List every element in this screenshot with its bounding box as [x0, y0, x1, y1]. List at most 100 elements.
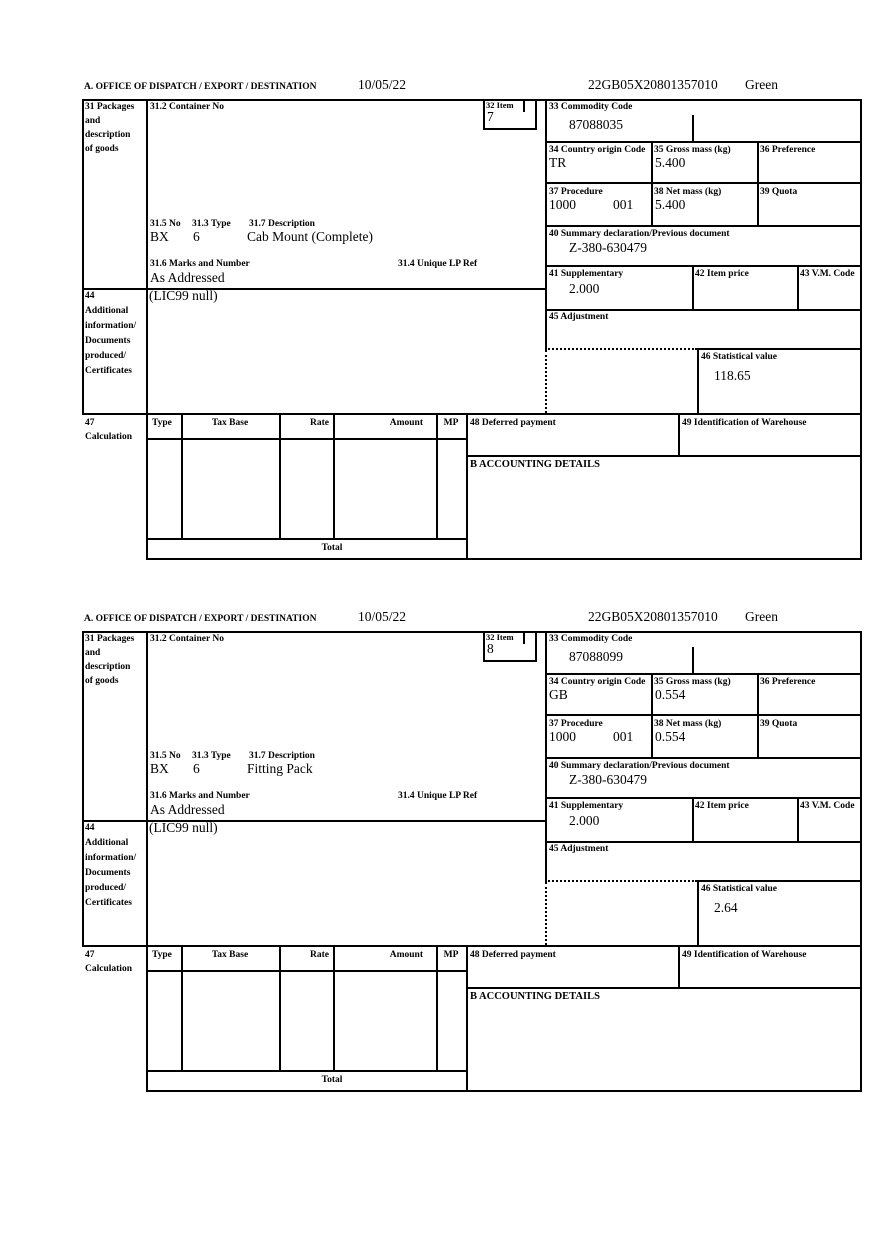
adjustment-label: 45 Adjustment	[549, 312, 609, 322]
divider	[82, 945, 862, 947]
box31-label: description	[85, 662, 131, 672]
column-header-type: Type	[152, 418, 172, 428]
date-value: 10/05/22	[358, 77, 407, 92]
divider	[692, 797, 694, 843]
box47-label: Calculation	[85, 432, 132, 442]
divider	[146, 1070, 468, 1072]
divider	[545, 757, 862, 759]
net-mass-label: 38 Net mass (kg)	[654, 719, 722, 729]
divider	[545, 182, 862, 184]
divider	[82, 99, 84, 415]
form-header: A. OFFICE OF DISPATCH / EXPORT / DESTINA…	[82, 75, 862, 99]
box31-label: of goods	[85, 144, 119, 154]
vm-code-label: 43 V.M. Code	[800, 269, 855, 279]
commodity-code-value: 87088099	[569, 649, 623, 664]
package-no-label: 31.5 No	[150, 751, 181, 761]
item-label: 32 Item	[486, 100, 514, 110]
commodity-code-value: 87088035	[569, 117, 623, 132]
divider	[146, 99, 148, 560]
column-header-amount: Amount	[389, 950, 423, 960]
statistical-value-label: 46 Statistical value	[701, 352, 777, 362]
form-body: 31 Packages and description of goods 31.…	[82, 631, 862, 1092]
item-price-label: 42 Item price	[695, 801, 749, 811]
gross-mass-label: 35 Gross mass (kg)	[654, 145, 731, 155]
supplementary-label: 41 Supplementary	[549, 801, 624, 811]
divider	[279, 415, 281, 540]
country-origin-label: 34 Country origin Code	[549, 677, 646, 687]
divider	[483, 631, 485, 662]
procedure-value: 1000	[549, 197, 576, 212]
divider	[797, 797, 799, 843]
routing-status: Green	[745, 77, 778, 92]
divider	[697, 348, 862, 350]
box44-label: 44	[85, 823, 95, 833]
date-value: 10/05/22	[358, 609, 407, 624]
preference-label: 36 Preference	[760, 677, 816, 687]
commodity-code-label: 33 Commodity Code	[549, 102, 633, 112]
net-mass-label: 38 Net mass (kg)	[654, 187, 722, 197]
divider	[860, 631, 862, 1092]
divider	[483, 99, 485, 130]
divider	[333, 415, 335, 540]
customs-declaration-item-form: A. OFFICE OF DISPATCH / EXPORT / DESTINA…	[82, 607, 862, 1092]
column-header-rate: Rate	[310, 418, 329, 428]
gross-mass-label: 35 Gross mass (kg)	[654, 677, 731, 687]
supplementary-value: 2.000	[569, 281, 600, 296]
divider	[436, 947, 438, 1072]
divider	[651, 141, 653, 227]
divider	[678, 415, 680, 457]
additional-info-value: (LIC99 null)	[149, 288, 218, 303]
divider	[146, 558, 862, 560]
office-of-dispatch-title: A. OFFICE OF DISPATCH / EXPORT / DESTINA…	[84, 614, 317, 624]
divider	[279, 947, 281, 1072]
box44-label: produced/	[85, 883, 127, 893]
box31-label: and	[85, 648, 101, 658]
divider	[545, 714, 862, 716]
deferred-payment-label: 48 Deferred payment	[470, 418, 556, 428]
divider	[545, 309, 862, 311]
divider	[146, 1090, 862, 1092]
item-number-value: 8	[487, 641, 494, 656]
column-header-mp: MP	[443, 950, 459, 960]
divider	[181, 415, 183, 540]
package-type-label: 31.3 Type	[192, 219, 231, 229]
box44-label: information/	[85, 853, 137, 863]
divider	[545, 225, 862, 227]
divider	[757, 141, 759, 227]
description-value: Cab Mount (Complete)	[247, 229, 373, 244]
box31-label: and	[85, 116, 101, 126]
quota-label: 39 Quota	[760, 719, 798, 729]
dotted-divider	[545, 882, 547, 945]
country-origin-value: TR	[549, 155, 567, 170]
box47-label: 47	[85, 418, 95, 428]
item-price-label: 42 Item price	[695, 269, 749, 279]
divider	[146, 438, 468, 440]
box44-label: Documents	[85, 868, 131, 878]
divider	[82, 631, 84, 947]
package-type-value: 6	[193, 761, 200, 776]
divider	[483, 660, 537, 662]
adjustment-label: 45 Adjustment	[549, 844, 609, 854]
divider	[466, 455, 862, 457]
box44-label: information/	[85, 321, 137, 331]
divider	[545, 631, 547, 882]
form-header: A. OFFICE OF DISPATCH / EXPORT / DESTINA…	[82, 607, 862, 631]
divider	[678, 947, 680, 989]
gross-mass-value: 0.554	[655, 687, 686, 702]
statistical-value: 118.65	[714, 368, 751, 383]
divider	[692, 115, 694, 141]
box31-label: description	[85, 130, 131, 140]
column-header-rate: Rate	[310, 950, 329, 960]
statistical-value-label: 46 Statistical value	[701, 884, 777, 894]
commodity-code-label: 33 Commodity Code	[549, 634, 633, 644]
warehouse-id-label: 49 Identification of Warehouse	[682, 950, 807, 960]
divider	[82, 99, 862, 101]
form-body: 31 Packages and description of goods 31.…	[82, 99, 862, 560]
box47-label: Calculation	[85, 964, 132, 974]
vm-code-label: 43 V.M. Code	[800, 801, 855, 811]
previous-document-value: Z-380-630479	[569, 240, 647, 255]
divider	[466, 415, 468, 560]
package-no-label: 31.5 No	[150, 219, 181, 229]
preference-label: 36 Preference	[760, 145, 816, 155]
